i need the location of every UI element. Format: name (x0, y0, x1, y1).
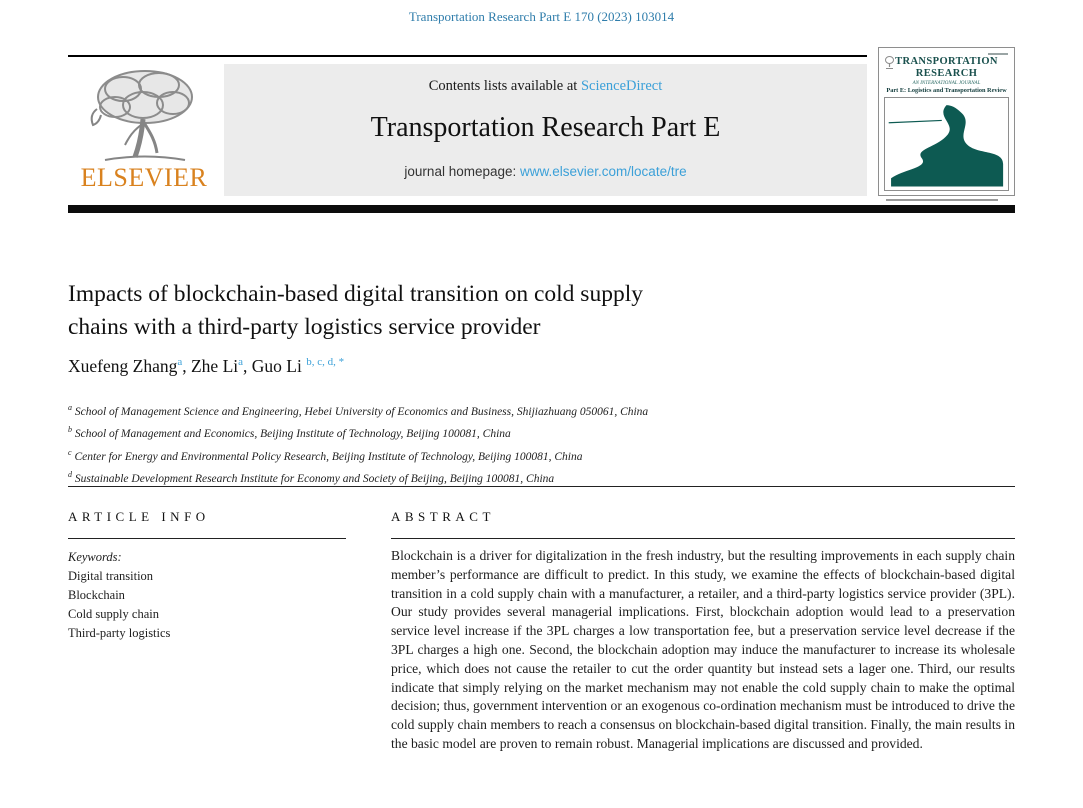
article-info-heading: ARTICLE INFO (68, 509, 210, 524)
cover-header: TRANSPORTATION RESEARCH AN INTERNATIONAL… (884, 56, 1009, 94)
keyword-item: Third-party logistics (68, 626, 171, 640)
contents-prefix: Contents lists available at (428, 78, 581, 94)
elsevier-mini-tree-icon (885, 56, 894, 69)
elsevier-tree-icon (90, 70, 193, 161)
author-separator: , (243, 356, 252, 376)
article-title-line1: Impacts of blockchain-based digital tran… (68, 281, 643, 307)
author: Guo Li b, c, d, * (252, 356, 344, 376)
cover-subtitle: AN INTERNATIONAL JOURNAL (912, 80, 981, 86)
affiliation-sup: b (68, 425, 72, 435)
abstract-column: ABSTRACT Blockchain is a driver for digi… (391, 509, 1015, 754)
article-info-column: ARTICLE INFO Keywords: Digital transitio… (68, 509, 346, 643)
affiliation-row: c Center for Energy and Environmental Po… (68, 444, 968, 466)
keywords-block: Keywords: Digital transition Blockchain … (68, 548, 346, 643)
affiliation-text: Sustainable Development Research Institu… (72, 472, 555, 485)
affiliation-text: School of Management Science and Enginee… (72, 405, 649, 418)
cover-title-line2: RESEARCH (915, 67, 978, 79)
journal-header-band: ELSEVIER Contents lists available at Sci… (68, 55, 867, 196)
author: Xuefeng Zhanga, (68, 356, 191, 376)
cover-title: TRANSPORTATION RESEARCH (884, 56, 1009, 80)
author-list: Xuefeng Zhanga, Zhe Lia, Guo Li b, c, d,… (68, 356, 868, 377)
affiliation-sup: a (68, 403, 72, 412)
affiliation-row: d Sustainable Development Research Insti… (68, 466, 968, 488)
homepage-prefix: journal homepage: (404, 164, 521, 179)
cover-road-shape (891, 104, 1004, 186)
journal-cover-thumbnail[interactable]: TRANSPORTATION RESEARCH AN INTERNATIONAL… (878, 47, 1015, 201)
abstract-heading: ABSTRACT (391, 509, 495, 524)
homepage-link[interactable]: www.elsevier.com/locate/tre (520, 164, 687, 179)
abstract-text: Blockchain is a driver for digitalizatio… (391, 548, 1015, 751)
elsevier-logo: ELSEVIER (70, 65, 218, 195)
sciencedirect-link[interactable]: ScienceDirect (580, 78, 663, 94)
abstract-heading-rule (391, 538, 1015, 539)
author-name: Xuefeng Zhang (68, 356, 178, 376)
keywords-label: Keywords: (68, 550, 122, 564)
keyword-item: Digital transition (68, 569, 154, 583)
author-affil-sup: a (177, 356, 183, 369)
author: Zhe Lia, (191, 356, 252, 376)
article-title: Impacts of blockchain-based digital tran… (68, 278, 868, 344)
affiliation-text: Center for Energy and Environmental Poli… (71, 450, 583, 463)
contents-line: Contents lists available at ScienceDirec… (224, 78, 867, 95)
article-title-line2: chains with a third-party logistics serv… (68, 314, 541, 340)
cover-issn-placeholder (988, 53, 1008, 55)
affiliation-sup: d (68, 469, 72, 479)
elsevier-wordmark: ELSEVIER (80, 163, 208, 192)
homepage-line: journal homepage: www.elsevier.com/locat… (224, 164, 867, 179)
keyword-item: Blockchain (68, 588, 125, 602)
affiliation-sup: c (68, 447, 72, 457)
journal-citation: Transportation Research Part E 170 (2023… (408, 9, 675, 24)
keyword-item: Cold supply chain (68, 607, 159, 621)
author-name: Zhe Li (190, 356, 239, 376)
header-thick-rule (68, 205, 1015, 213)
cover-title-line1: TRANSPORTATION (895, 56, 998, 67)
journal-title: Transportation Research Part E (370, 112, 721, 143)
cover-road-art (884, 96, 1009, 191)
affiliation-row: b School of Management and Economics, Be… (68, 421, 968, 443)
cover-part-line: Part E: Logistics and Transportation Rev… (886, 86, 1007, 94)
affiliation-text: School of Management and Economics, Beij… (72, 428, 511, 441)
info-section-top-rule (68, 486, 1015, 487)
author-separator: , (182, 356, 191, 376)
affiliation-list: a School of Management Science and Engin… (68, 399, 968, 488)
journal-info-box: Contents lists available at ScienceDirec… (224, 64, 867, 196)
article-info-heading-rule (68, 538, 346, 539)
author-affil-sup: b, c, d, * (306, 356, 345, 369)
author-name: Guo Li (251, 356, 302, 376)
affiliation-row: a School of Management Science and Engin… (68, 399, 968, 421)
author-affil-sup: a (238, 356, 244, 369)
cover-editors-placeholder (886, 198, 998, 201)
